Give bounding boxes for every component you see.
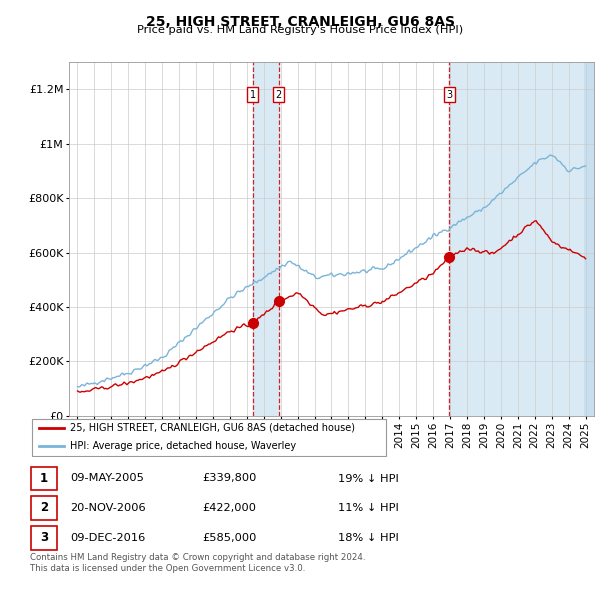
- FancyBboxPatch shape: [32, 419, 386, 455]
- Bar: [253, 62, 279, 416]
- Text: This data is licensed under the Open Government Licence v3.0.: This data is licensed under the Open Gov…: [30, 563, 305, 572]
- Text: 3: 3: [446, 90, 452, 100]
- FancyBboxPatch shape: [31, 496, 57, 520]
- Text: £339,800: £339,800: [203, 474, 257, 483]
- FancyBboxPatch shape: [31, 467, 57, 490]
- Text: Price paid vs. HM Land Registry's House Price Index (HPI): Price paid vs. HM Land Registry's House …: [137, 25, 463, 35]
- Bar: [584, 62, 594, 416]
- Text: HPI: Average price, detached house, Waverley: HPI: Average price, detached house, Wave…: [70, 441, 296, 451]
- Text: Contains HM Land Registry data © Crown copyright and database right 2024.: Contains HM Land Registry data © Crown c…: [30, 553, 365, 562]
- FancyBboxPatch shape: [31, 526, 57, 550]
- Text: 11% ↓ HPI: 11% ↓ HPI: [338, 503, 398, 513]
- Text: 25, HIGH STREET, CRANLEIGH, GU6 8AS (detached house): 25, HIGH STREET, CRANLEIGH, GU6 8AS (det…: [70, 423, 355, 433]
- Text: 1: 1: [40, 472, 48, 485]
- Text: 09-MAY-2005: 09-MAY-2005: [71, 474, 145, 483]
- Text: 18% ↓ HPI: 18% ↓ HPI: [338, 533, 398, 543]
- Text: £585,000: £585,000: [203, 533, 257, 543]
- Text: 09-DEC-2016: 09-DEC-2016: [71, 533, 146, 543]
- Text: 2: 2: [276, 90, 282, 100]
- Text: 19% ↓ HPI: 19% ↓ HPI: [338, 474, 398, 483]
- Text: 25, HIGH STREET, CRANLEIGH, GU6 8AS: 25, HIGH STREET, CRANLEIGH, GU6 8AS: [146, 15, 455, 30]
- Text: 20-NOV-2006: 20-NOV-2006: [71, 503, 146, 513]
- Text: 3: 3: [40, 532, 48, 545]
- Bar: [449, 62, 594, 416]
- Text: 2: 2: [40, 502, 48, 514]
- Text: 1: 1: [250, 90, 256, 100]
- Text: £422,000: £422,000: [203, 503, 257, 513]
